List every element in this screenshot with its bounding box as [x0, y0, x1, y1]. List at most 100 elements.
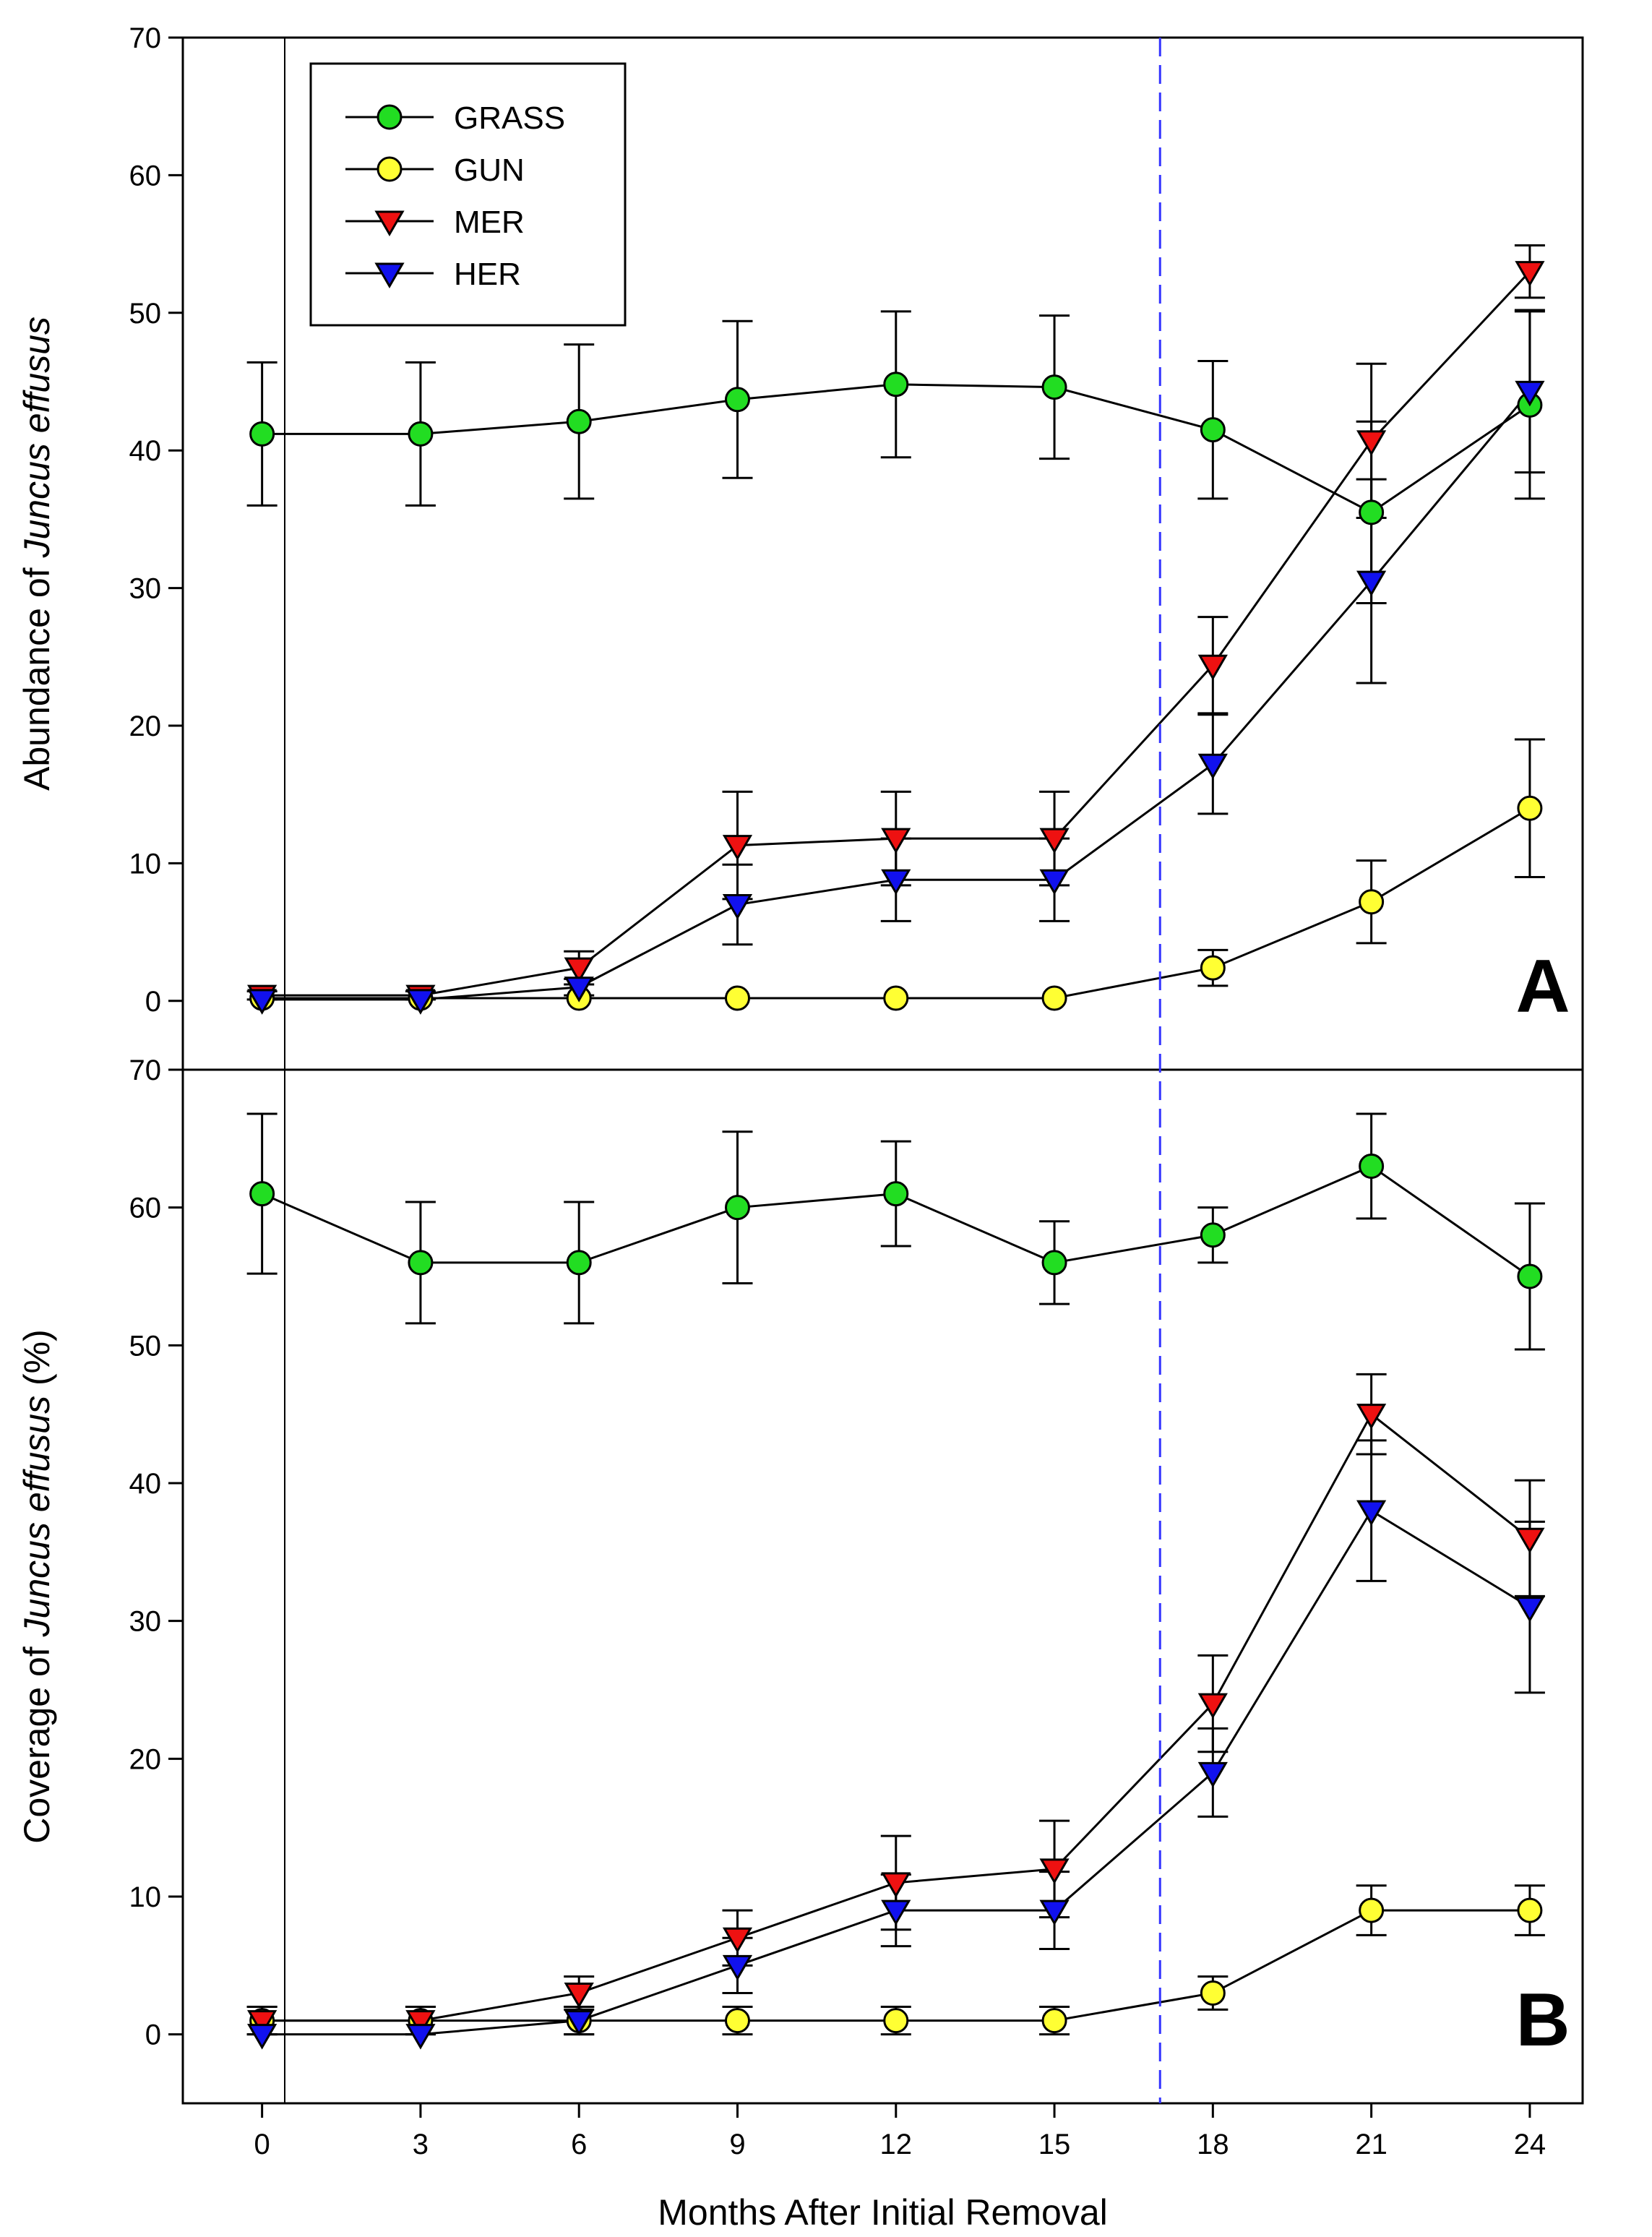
legend-grass-label: GRASS — [454, 100, 565, 136]
panel-b-y-tick-label: 20 — [129, 1743, 162, 1775]
panel-a-her-point — [1356, 570, 1387, 597]
panel-a-grass-point — [249, 421, 275, 447]
panel-a-mer-point — [564, 957, 594, 984]
panel-a-y-axis-title-prefix: Abundance of — [17, 558, 57, 791]
panel-b-gun-point — [1517, 1897, 1543, 1923]
panel-b-gun-point — [724, 2008, 750, 2034]
panel-b-grass-point — [1359, 1153, 1385, 1179]
panel-b-grass-point — [1200, 1222, 1226, 1248]
panel-b-her-point — [1197, 1761, 1228, 1788]
panel-b-y-tick-label: 30 — [129, 1606, 162, 1638]
panel-a-her-point — [564, 976, 594, 1002]
panel-a-her-point — [405, 989, 436, 1015]
panel-a-grass-point — [1359, 499, 1385, 525]
panel-b-her-point — [1039, 1899, 1070, 1926]
panel-a-y-tick-label: 30 — [129, 573, 162, 605]
panel-a-mer-point — [1197, 654, 1228, 681]
panel-b-y-tick-label: 0 — [145, 2019, 161, 2051]
x-tick-label: 18 — [1197, 2129, 1229, 2160]
legend-mer-label: MER — [454, 205, 525, 240]
panel-b-y-tick-label: 40 — [129, 1468, 162, 1500]
panel-a-y-tick-label: 40 — [129, 435, 162, 467]
panel-b-coverage: 0 10 20 30 40 50 60 70 Coverage of Juncus effusu… — [17, 1055, 1584, 2105]
panel-b-her-point — [405, 2024, 436, 2050]
x-tick-label: 6 — [571, 2129, 587, 2160]
x-tick-label: 3 — [413, 2129, 429, 2160]
figure-overlay: 0 3 6 9 12 15 18 21 24 Months After Initial Remov… — [254, 38, 1546, 2233]
panel-b-mer-point — [881, 1872, 911, 1898]
legend-gun-marker — [377, 156, 403, 182]
panel-a-y-tick-label: 50 — [129, 298, 162, 330]
panel-b-her-point — [1515, 1597, 1545, 1623]
panel-a-mer-point — [1356, 430, 1387, 456]
x-tick-label: 0 — [254, 2129, 270, 2160]
legend-her-label: HER — [454, 257, 521, 292]
panel-b-grass-point — [408, 1250, 434, 1276]
legend-mer-marker — [374, 210, 405, 236]
panel-a-mer-point — [1039, 828, 1070, 854]
panel-a-grass-point — [724, 387, 750, 413]
panel-b-y-tick-label: 70 — [129, 1055, 162, 1086]
panel-a-grass-point — [883, 372, 909, 398]
panel-b-her-line — [262, 1509, 1531, 2036]
panel-a-her-point — [722, 894, 753, 920]
panel-b-her-point — [1356, 1500, 1387, 1527]
panel-a-her-point — [881, 869, 911, 896]
x-tick-label: 24 — [1514, 2129, 1546, 2160]
panel-b-mer-point — [1039, 1858, 1070, 1884]
legend-grass-marker — [377, 104, 403, 130]
panel-a-her-point — [1039, 869, 1070, 896]
panel-b-grass-point — [724, 1195, 750, 1221]
panel-a-grass-point — [1041, 374, 1067, 400]
panel-a-her-point — [1515, 380, 1545, 407]
panel-b-y-tick-label: 50 — [129, 1330, 162, 1362]
panel-b-mer-point — [247, 2010, 278, 2036]
panel-b-gun-point — [1041, 2008, 1067, 2034]
panel-b-her-point — [564, 2010, 594, 2036]
panel-a-her-point — [1197, 753, 1228, 780]
panel-a-mer-point — [722, 835, 753, 861]
panel-a-gun-point — [724, 985, 750, 1011]
panel-a-mer-point — [1515, 261, 1545, 287]
panel-a-y-tick-label: 70 — [129, 22, 162, 54]
panel-b-grass-point — [249, 1181, 275, 1207]
panel-a-her-point — [247, 989, 278, 1015]
panel-a-gun-point — [1200, 955, 1226, 981]
x-axis-title: Months After Initial Removal — [658, 2192, 1108, 2233]
panel-a-mer-point — [881, 828, 911, 854]
panel-b-grass-point — [566, 1250, 592, 1276]
panel-b-y-axis-title-suffix: (%) — [17, 1329, 57, 1396]
panel-b-grass-point — [1041, 1250, 1067, 1276]
panel-b-letter: B — [1515, 1978, 1570, 2062]
panel-a-gun-point — [883, 985, 909, 1011]
panel-b-mer-point — [1356, 1404, 1387, 1430]
panel-b-y-tick-label: 60 — [129, 1193, 162, 1224]
panel-a-gun-point — [1517, 795, 1543, 821]
legend-gun-label: GUN — [454, 153, 525, 188]
legend-box — [309, 62, 627, 327]
panel-a-y-tick-label: 0 — [145, 986, 161, 1018]
panel-a-y-tick-label: 60 — [129, 160, 162, 192]
panel-a-letter: A — [1515, 945, 1570, 1029]
x-tick-label: 9 — [729, 2129, 745, 2160]
panel-a-grass-point — [1200, 417, 1226, 443]
panel-b-gun-point — [883, 2008, 909, 2034]
panel-a-abundance: 0 10 20 30 40 50 60 70 Abundance of Juncus effus… — [17, 22, 1584, 1071]
panel-b-mer-point — [1515, 1527, 1545, 1554]
panel-b-gun-point — [1359, 1897, 1385, 1923]
panel-a-y-axis-title: Abundance of Juncus effusus — [17, 317, 57, 791]
panel-a-grass-point — [566, 408, 592, 434]
panel-a-y-tick-label: 10 — [129, 848, 162, 880]
panel-b-y-axis-title: Coverage of Juncus effusus (%) — [17, 1329, 57, 1843]
panel-b-grass-point — [1517, 1263, 1543, 1289]
panel-b-mer-point — [564, 1982, 594, 2009]
panel-a-gun-point — [1359, 889, 1385, 915]
panel-b-y-axis-title-prefix: Coverage of — [17, 1636, 57, 1843]
panel-a-gun-point — [1041, 985, 1067, 1011]
panel-a-y-tick-label: 20 — [129, 710, 162, 742]
panel-b-grass-point — [883, 1181, 909, 1207]
panel-b-her-point — [247, 2024, 278, 2050]
x-tick-label: 15 — [1038, 2129, 1071, 2160]
x-tick-label: 12 — [880, 2129, 913, 2160]
